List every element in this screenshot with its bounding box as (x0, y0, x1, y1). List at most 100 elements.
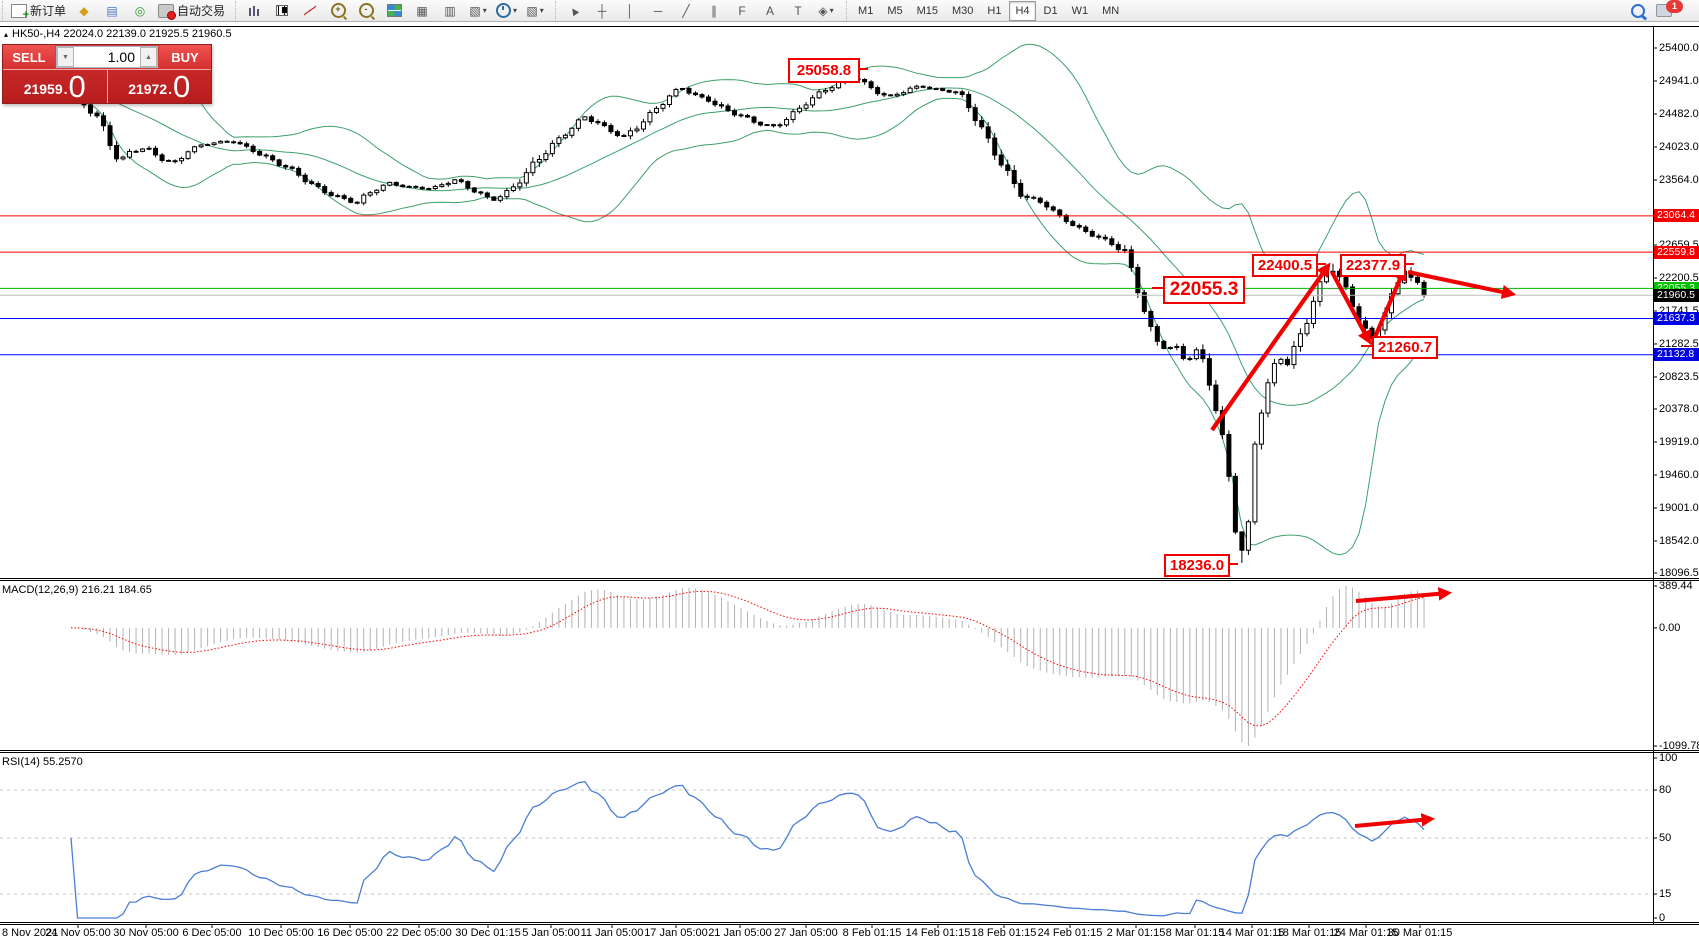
bar-chart-button[interactable] (241, 1, 267, 21)
symbol-ohlc-text: HK50-,H4 22024.0 22139.0 21925.5 21960.5 (12, 28, 232, 40)
data-window-icon: ▤ (106, 3, 118, 18)
new-order-button[interactable]: 新订单 (8, 1, 69, 21)
arrows-tool-button[interactable]: ◈ ▾ (813, 1, 839, 21)
toolbar-group: ▲ ┼ │ ─ ╱ ∥ F A T ◈ ▾ (555, 0, 844, 21)
time-axis-label: 2 Mar 01:15 (1106, 927, 1166, 939)
time-axis-label: 16 Dec 05:00 (317, 927, 383, 939)
price-annotation[interactable]: 22055.3 (1163, 276, 1245, 304)
text-label-button[interactable]: T (785, 1, 811, 21)
new-chart-button[interactable]: ▧ ▾ (465, 1, 491, 21)
zoom-in-button[interactable]: + (325, 1, 351, 21)
buy-price[interactable]: 21972 . 0 (108, 70, 212, 103)
crosshair-button[interactable]: ┼ (589, 1, 615, 21)
timeframe-mn-button[interactable]: MN (1102, 4, 1120, 17)
timeframe-m15-button[interactable]: M15 (916, 4, 939, 17)
price-trend-arrow-3[interactable] (1373, 266, 1407, 338)
price-divider (106, 70, 108, 103)
toolbar-right: 1 (1624, 0, 1699, 21)
price-trend-arrow-4[interactable] (1407, 269, 1517, 299)
price-annotation[interactable]: 18236.0 (1164, 554, 1230, 577)
time-axis-label: 14 Mar 01:15 (1219, 927, 1285, 939)
horizontal-line-button[interactable]: ─ (645, 1, 671, 21)
time-axis-label: 18 Feb 01:15 (971, 927, 1037, 939)
price-axis-tick: 20823.5 (1659, 370, 1699, 383)
sell-price[interactable]: 21959 . 0 (3, 70, 107, 103)
fibonacci-button[interactable]: F (729, 1, 755, 21)
price-axis-tick: 18542.0 (1659, 534, 1699, 547)
templates-icon: ▧ (526, 3, 538, 18)
timeframe-h4-button[interactable]: H4 (1009, 0, 1036, 21)
annotation-tick (1404, 262, 1414, 265)
trendline-icon: ╱ (682, 3, 690, 18)
candlestick-chart-button[interactable] (269, 1, 295, 21)
price-annotation[interactable]: 22400.5 (1252, 254, 1318, 277)
dropdown-caret-icon[interactable]: ▾ (513, 6, 518, 15)
price-trend-arrow-1[interactable] (1210, 262, 1331, 432)
price-annotation[interactable]: 22377.9 (1340, 254, 1406, 277)
vertical-line-button[interactable]: │ (617, 1, 643, 21)
market-watch-icon: ◆ (79, 3, 89, 18)
equidistant-channel-button[interactable]: ∥ (701, 1, 727, 21)
rsi-trend-arrow[interactable] (1354, 813, 1436, 828)
timeframe-h1-button[interactable]: H1 (987, 4, 1002, 17)
data-window-button[interactable]: ▤ (99, 1, 125, 21)
time-axis-label: 6 Dec 05:00 (182, 927, 242, 939)
zoom-out-button[interactable]: - (353, 1, 379, 21)
volume-increase-button[interactable]: ▲ (140, 47, 157, 67)
timeframe-m30-button[interactable]: M30 (952, 4, 974, 17)
time-axis-label: 5 Jan 05:00 (522, 927, 580, 939)
buy-button[interactable]: BUY (159, 45, 211, 69)
buy-price-main: 21972 (128, 81, 168, 97)
price-axis-tick: 24941.0 (1659, 74, 1699, 87)
volume-decrease-button[interactable]: ▼ (57, 47, 74, 67)
timeframe-m5-button[interactable]: M5 (887, 4, 903, 17)
price-line-label: 21132.8 (1654, 348, 1699, 362)
text-button[interactable]: A (757, 1, 783, 21)
volume-input[interactable]: 1.00 (107, 49, 135, 65)
price-axis-tick: 23564.0 (1659, 173, 1699, 186)
auto-scroll-button[interactable]: ▥ (437, 1, 463, 21)
price-axis-tick: 18096.5 (1659, 567, 1699, 579)
annotation-tick (1152, 287, 1163, 289)
price-trend-arrow-2[interactable] (1330, 271, 1372, 345)
line-chart-icon (304, 5, 317, 16)
time-axis-label: 24 Mar 01:15 (1333, 927, 1399, 939)
price-annotation[interactable]: 21260.7 (1372, 336, 1438, 359)
trendline-button[interactable]: ╱ (673, 1, 699, 21)
timeframe-w1-button[interactable]: W1 (1071, 4, 1089, 17)
macd-trend-arrow[interactable] (1355, 587, 1453, 603)
zoom-out-icon: - (358, 3, 374, 18)
time-axis-label: 8 Mar 01:15 (1165, 927, 1225, 939)
market-watch-button[interactable]: ◆ (71, 1, 97, 21)
zoom-in-icon: + (330, 3, 346, 18)
dropdown-caret-icon[interactable]: ▾ (482, 6, 487, 15)
dropdown-caret-icon[interactable]: ▾ (829, 6, 834, 15)
tile-windows-button[interactable] (381, 1, 407, 21)
templates-button[interactable]: ▧ ▾ (522, 1, 548, 21)
line-chart-button[interactable] (297, 1, 323, 21)
annotation-tick (858, 67, 868, 70)
volume-stepper: ▼ 1.00 ▲ (56, 46, 158, 68)
one-click-trading-panel: SELL ▼ 1.00 ▲ BUY 21959 . 0 21972 . 0 (2, 44, 212, 104)
sell-price-dot: . (63, 81, 68, 97)
strategy-tester-icon: ◎ (134, 3, 146, 18)
notifications-button[interactable]: 1 (1653, 0, 1692, 21)
one-click-price-row: 21959 . 0 21972 . 0 (3, 69, 211, 103)
strategy-tester-button[interactable]: ◎ (127, 1, 153, 21)
new-chart-icon: ▧ (469, 3, 481, 18)
search-button[interactable] (1625, 1, 1651, 21)
price-axis-tick: 25400.0 (1659, 42, 1699, 54)
timeframe-m1-button[interactable]: M1 (858, 4, 874, 17)
price-annotation[interactable]: 25058.8 (788, 58, 860, 83)
symbol-info: ▴ HK50-,H4 22024.0 22139.0 21925.5 21960… (4, 28, 232, 40)
search-icon (1631, 3, 1645, 18)
sell-button[interactable]: SELL (3, 45, 55, 69)
arrange-windows-button[interactable]: ▦ (409, 1, 435, 21)
timeframe-d1-button[interactable]: D1 (1043, 4, 1058, 17)
price-line-label: 23064.4 (1654, 209, 1699, 223)
dropdown-caret-icon[interactable]: ▾ (539, 6, 544, 15)
autotrading-button[interactable]: 自动交易 (155, 1, 228, 21)
time-periods-button[interactable]: ▾ (493, 1, 520, 21)
time-axis-label: 30 Mar 01:15 (1387, 927, 1453, 939)
